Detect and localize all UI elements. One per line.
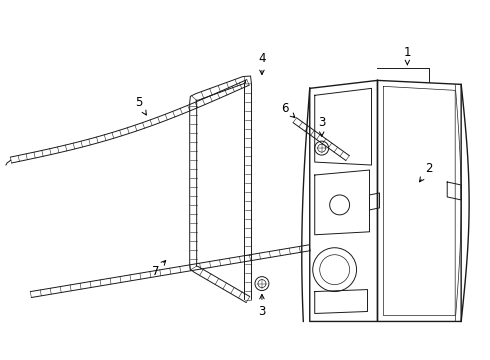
Text: 3: 3	[258, 294, 266, 318]
Text: 4: 4	[258, 52, 266, 75]
Text: 7: 7	[151, 261, 166, 278]
Text: 3: 3	[318, 116, 325, 136]
Text: 5: 5	[135, 96, 147, 115]
Text: 1: 1	[404, 46, 411, 65]
Text: 2: 2	[419, 162, 433, 182]
Text: 6: 6	[281, 102, 295, 118]
